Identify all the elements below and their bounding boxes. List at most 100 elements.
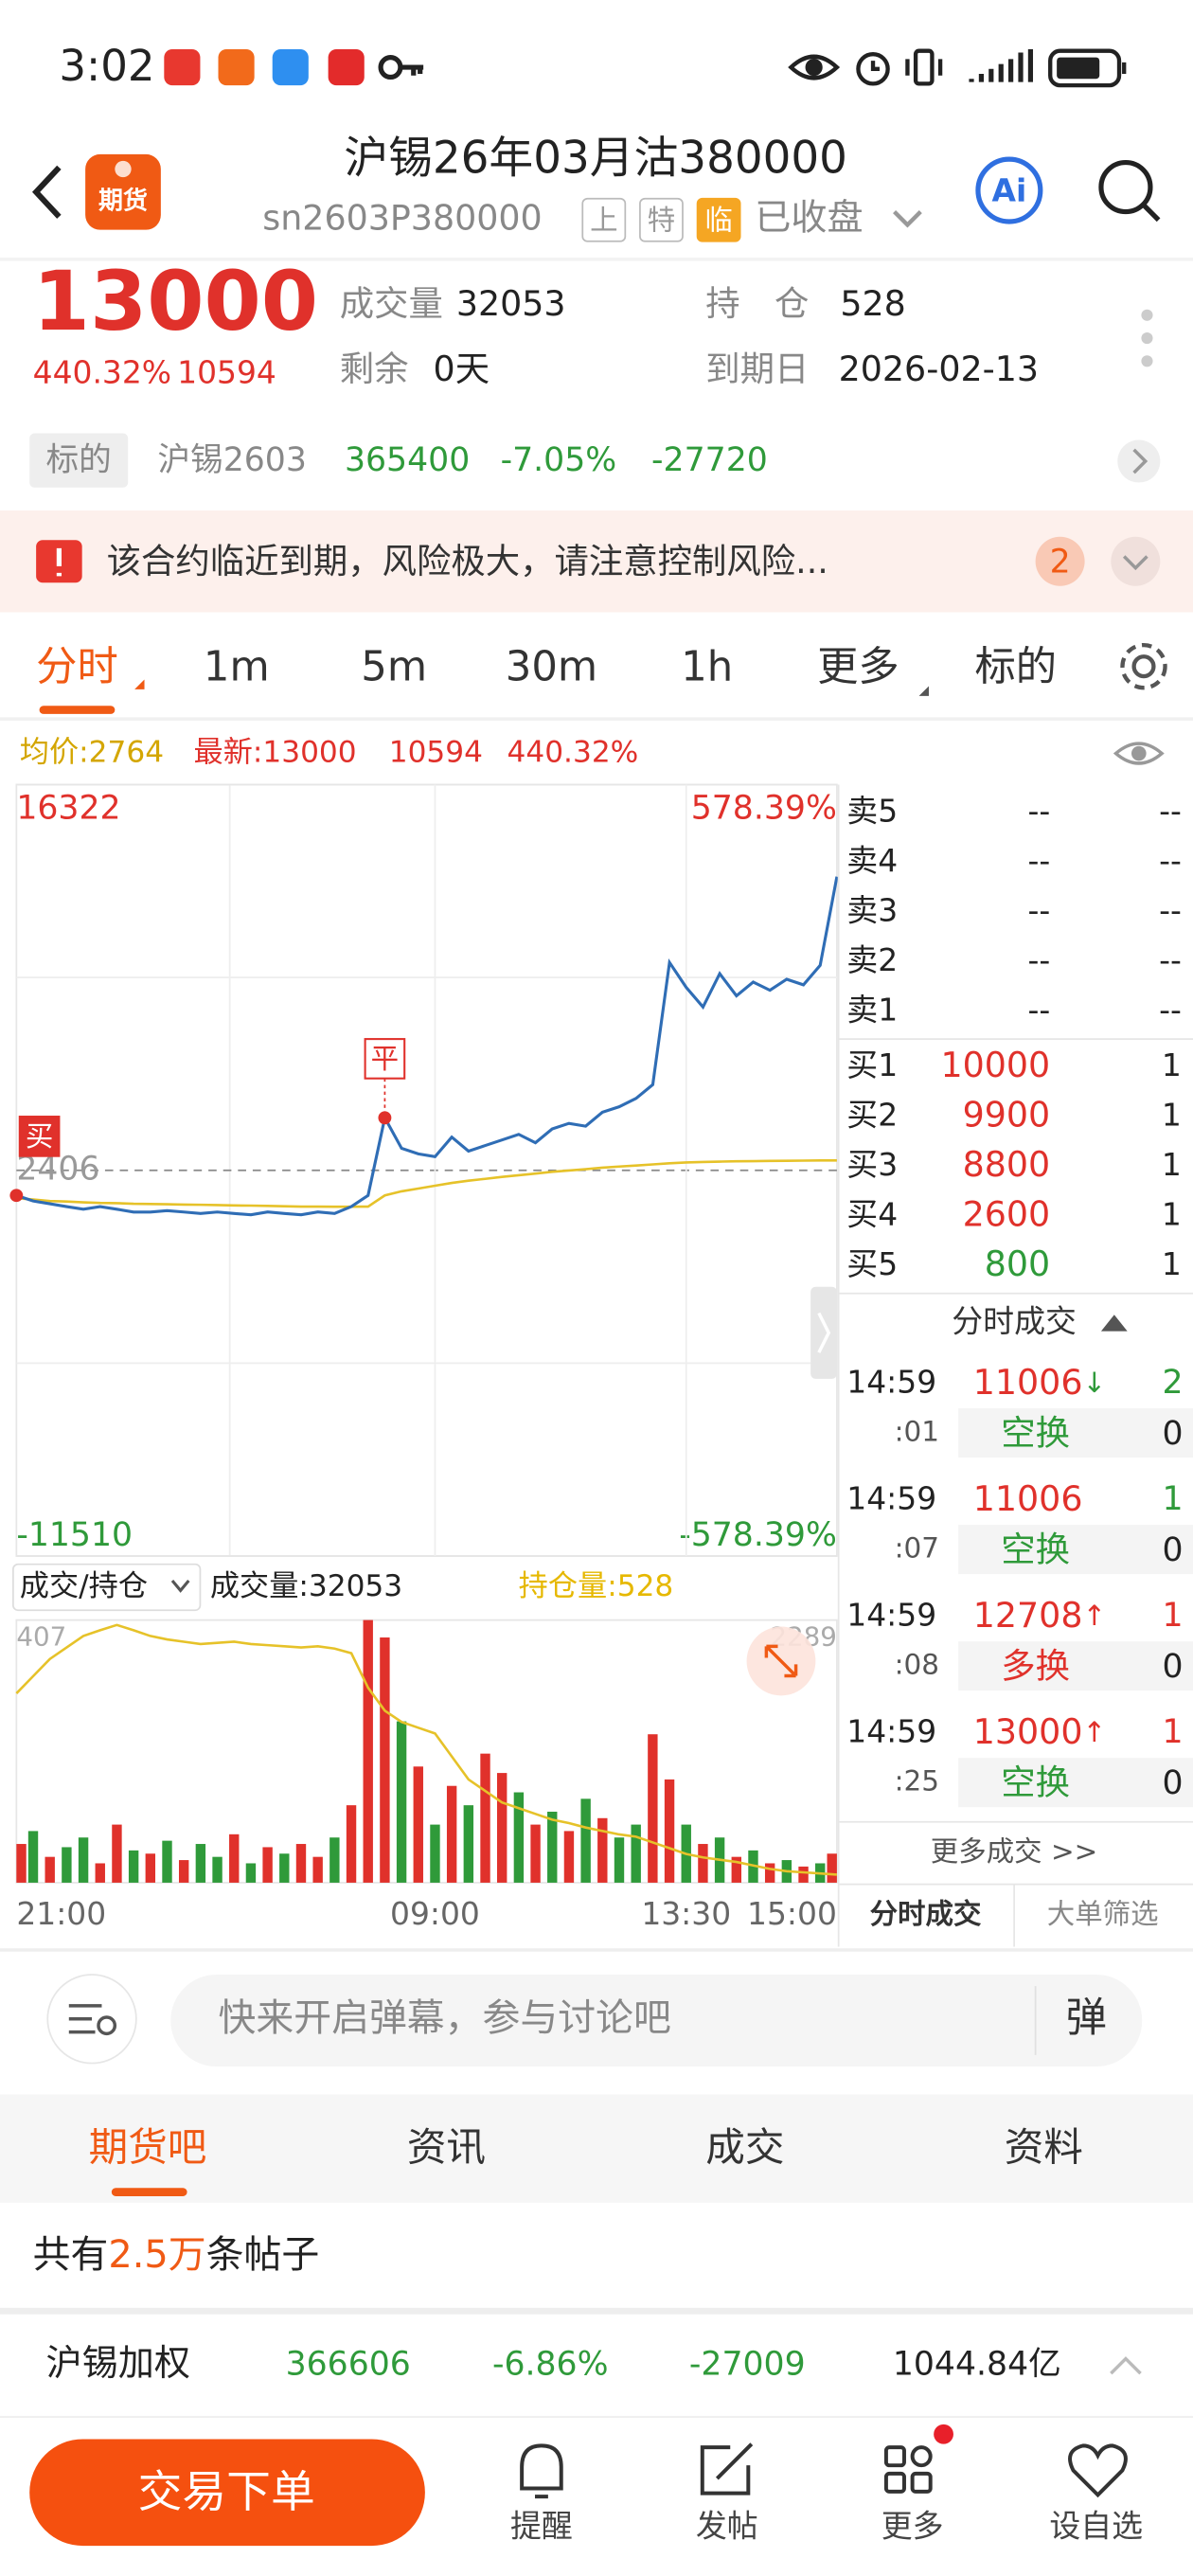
avg-price: 均价:2764 — [20, 736, 164, 770]
tag-label: 上 — [590, 204, 617, 236]
trade-price-line: 11006↓ — [973, 1362, 1106, 1403]
danmaku-button[interactable]: 弹 — [1066, 1995, 1107, 2042]
panel-toggle[interactable] — [810, 1286, 837, 1379]
period-tabs: 分时 1m 5m 30m 1h 更多 标的 — [36, 644, 1057, 714]
danmaku-settings[interactable] — [46, 1974, 137, 2065]
volume-bar — [329, 1837, 340, 1883]
contract-code: sn2603P380000 — [262, 198, 542, 239]
bid-label: 买5 — [846, 1245, 898, 1282]
ticker-expand[interactable] — [1110, 2356, 1142, 2375]
trades-tab[interactable]: 大单筛选 — [1047, 1898, 1159, 1930]
back-button[interactable] — [31, 165, 62, 219]
settings-button[interactable] — [1120, 642, 1167, 690]
arrow-icon — [1132, 448, 1148, 474]
more-dots[interactable] — [1141, 309, 1153, 367]
latest-price: 最新:13000 — [194, 736, 357, 770]
trade-price: 12708 — [973, 1595, 1083, 1636]
bid-price: 8800 — [963, 1144, 1051, 1185]
period-tab[interactable]: 30m — [506, 644, 597, 691]
nav-label[interactable]: 设自选 — [1049, 2508, 1143, 2545]
trade-time: 14:59 — [846, 1364, 936, 1401]
volume-bar — [312, 1856, 323, 1883]
period-tab[interactable]: 1h — [681, 644, 733, 691]
nav-label[interactable]: 更多 — [881, 2508, 944, 2545]
trade-arrow: ↓ — [1082, 1367, 1106, 1399]
status-time: 3:02 — [59, 41, 154, 91]
period-tab[interactable]: 标的 — [974, 644, 1057, 691]
bid-price: 10000 — [940, 1045, 1050, 1085]
volume-selector: 成交/持仓 — [20, 1569, 148, 1603]
period-tab[interactable]: 5m — [361, 644, 427, 691]
annotation-dot — [9, 1189, 24, 1203]
latest-change: 10594 — [389, 736, 483, 770]
ask-label: 卖1 — [846, 991, 898, 1028]
trades-tab[interactable]: 分时成交 — [870, 1898, 982, 1930]
ask-qty: -- — [1159, 991, 1182, 1028]
period-tab[interactable]: 更多 — [817, 644, 899, 691]
ticker-name: 沪锡加权 — [46, 2342, 190, 2384]
tab-corner — [134, 679, 145, 689]
search-button[interactable] — [1098, 159, 1161, 223]
ticker-bar[interactable] — [0, 2314, 1193, 2417]
posts-count: 共有2.5万条帖子 — [33, 2233, 320, 2277]
divider — [0, 1948, 1193, 1952]
annotation-label: 买 — [26, 1120, 53, 1153]
section-tab[interactable]: 成交 — [705, 2123, 784, 2170]
volume-bar — [547, 1811, 558, 1883]
x-tick-label: 09:00 — [390, 1895, 480, 1932]
section-tab[interactable]: 期货吧 — [89, 2123, 207, 2170]
section-tab[interactable]: 资料 — [1005, 2123, 1083, 2170]
alert-bar[interactable] — [0, 510, 1193, 613]
sort-icon[interactable] — [1100, 1315, 1128, 1332]
bid-qty: 1 — [1162, 1245, 1182, 1282]
settings-icon — [68, 2004, 102, 2034]
ask-label: 卖5 — [846, 792, 898, 829]
period-tab[interactable]: 1m — [204, 644, 270, 691]
trade-qty: 1 — [1163, 1597, 1184, 1635]
eye-toggle[interactable] — [1113, 742, 1165, 765]
trade-price-line: 13000↑ — [973, 1711, 1106, 1752]
volume-bar — [463, 1805, 474, 1883]
ai-button[interactable] — [975, 156, 1043, 224]
market-state: 已收盘 — [755, 197, 863, 239]
volume-bar — [178, 1860, 189, 1883]
trade-qty: 1 — [1163, 1713, 1184, 1751]
volume-bar — [664, 1779, 675, 1883]
selector-box[interactable] — [11, 1563, 202, 1612]
trade-qty: 2 — [1163, 1364, 1184, 1402]
volume-frame — [15, 1619, 838, 1884]
tag-box — [639, 197, 684, 242]
bid-price: 9900 — [963, 1095, 1051, 1136]
ask-label: 卖2 — [846, 941, 898, 978]
bottom-nav: 提醒 发帖 更多 设自选 — [510, 2508, 1143, 2545]
ask-qty: -- — [1159, 842, 1182, 879]
trade-second: :07 — [895, 1532, 939, 1565]
alert-expand[interactable] — [1111, 536, 1161, 586]
last-price: 13000 — [33, 255, 318, 349]
trade-price-line: 11006 — [973, 1478, 1083, 1519]
underlying-row[interactable] — [0, 417, 1193, 503]
tab-underline — [39, 706, 116, 714]
annotation-dot — [378, 1111, 392, 1125]
comment-input[interactable] — [170, 1974, 1143, 2067]
trade-kind-qty: 0 — [1163, 1764, 1184, 1802]
period-tab[interactable]: 分时 — [36, 644, 118, 691]
tab-corner — [918, 686, 929, 696]
state-chevron[interactable] — [893, 210, 922, 228]
trade-kind-bg — [958, 1525, 1193, 1575]
ticker-amount: 1044.84亿 — [893, 2345, 1061, 2383]
trade-price: 13000 — [973, 1711, 1083, 1752]
volume-bar — [648, 1734, 658, 1883]
nav-label[interactable]: 提醒 — [510, 2508, 573, 2545]
trade-time: 14:59 — [846, 1597, 936, 1634]
posts-prefix: 共有 — [33, 2233, 109, 2277]
posts-number: 2.5万 — [108, 2233, 205, 2277]
underlying-arrow[interactable] — [1117, 439, 1161, 483]
section-tab[interactable]: 资讯 — [407, 2123, 486, 2170]
underlying-name: 沪锡2603 — [157, 441, 307, 479]
more-trades[interactable]: 更多成交 >> — [931, 1835, 1098, 1868]
nav-label[interactable]: 发帖 — [696, 2508, 758, 2545]
trade-button[interactable] — [29, 2439, 425, 2547]
volume-bar — [45, 1856, 55, 1883]
field-value: 2026-02-13 — [839, 349, 1039, 389]
